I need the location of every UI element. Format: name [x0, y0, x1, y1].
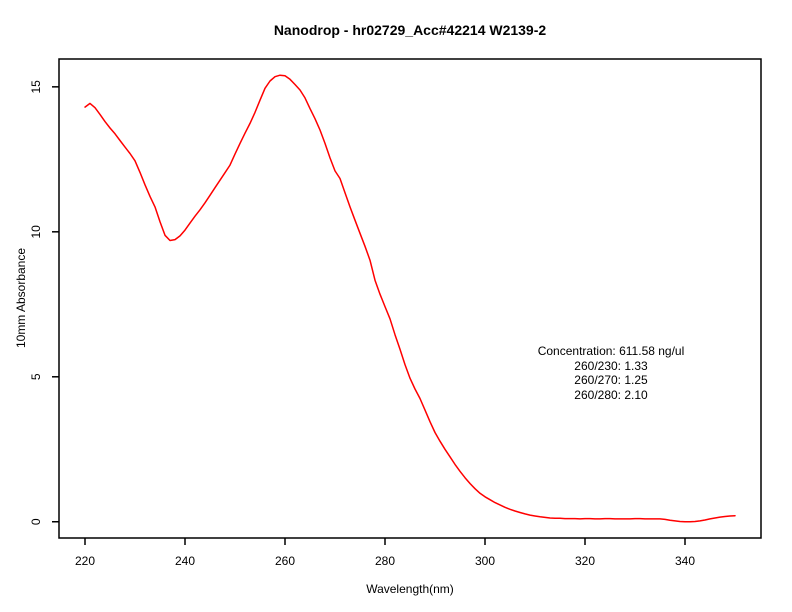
x-tick-label: 340	[675, 554, 695, 568]
plot-box	[58, 58, 762, 539]
concentration-value: Concentration: 611.58 ng/ul	[537, 344, 685, 358]
x-tick-label: 240	[175, 554, 195, 568]
absorbance-curve	[84, 74, 736, 523]
y-tick-label: 10	[29, 225, 43, 239]
y-axis-title: 10mm Absorbance	[14, 247, 28, 349]
chart-title: Nanodrop - hr02729_Acc#42214 W2139-2	[273, 22, 547, 38]
x-axis-title: Wavelength(nm)	[366, 582, 454, 596]
sample-stats-annotation: Concentration: 611.58 ng/ul 260/230: 1.3…	[538, 344, 685, 402]
x-tick-label: 320	[575, 554, 595, 568]
ratio-260-280: 260/280: 2.10	[574, 387, 648, 402]
x-tick-label: 300	[475, 554, 495, 568]
y-tick-label: 5	[29, 373, 43, 380]
ratio-260-270: 260/270: 1.25	[574, 373, 648, 388]
ratio-260-230: 260/230: 1.33	[574, 358, 648, 373]
x-tick-label: 260	[275, 554, 295, 568]
y-tick-label: 15	[29, 80, 43, 94]
x-tick-label: 280	[375, 554, 395, 568]
y-tick-label: 0	[29, 518, 43, 525]
x-tick-label: 220	[75, 554, 95, 568]
